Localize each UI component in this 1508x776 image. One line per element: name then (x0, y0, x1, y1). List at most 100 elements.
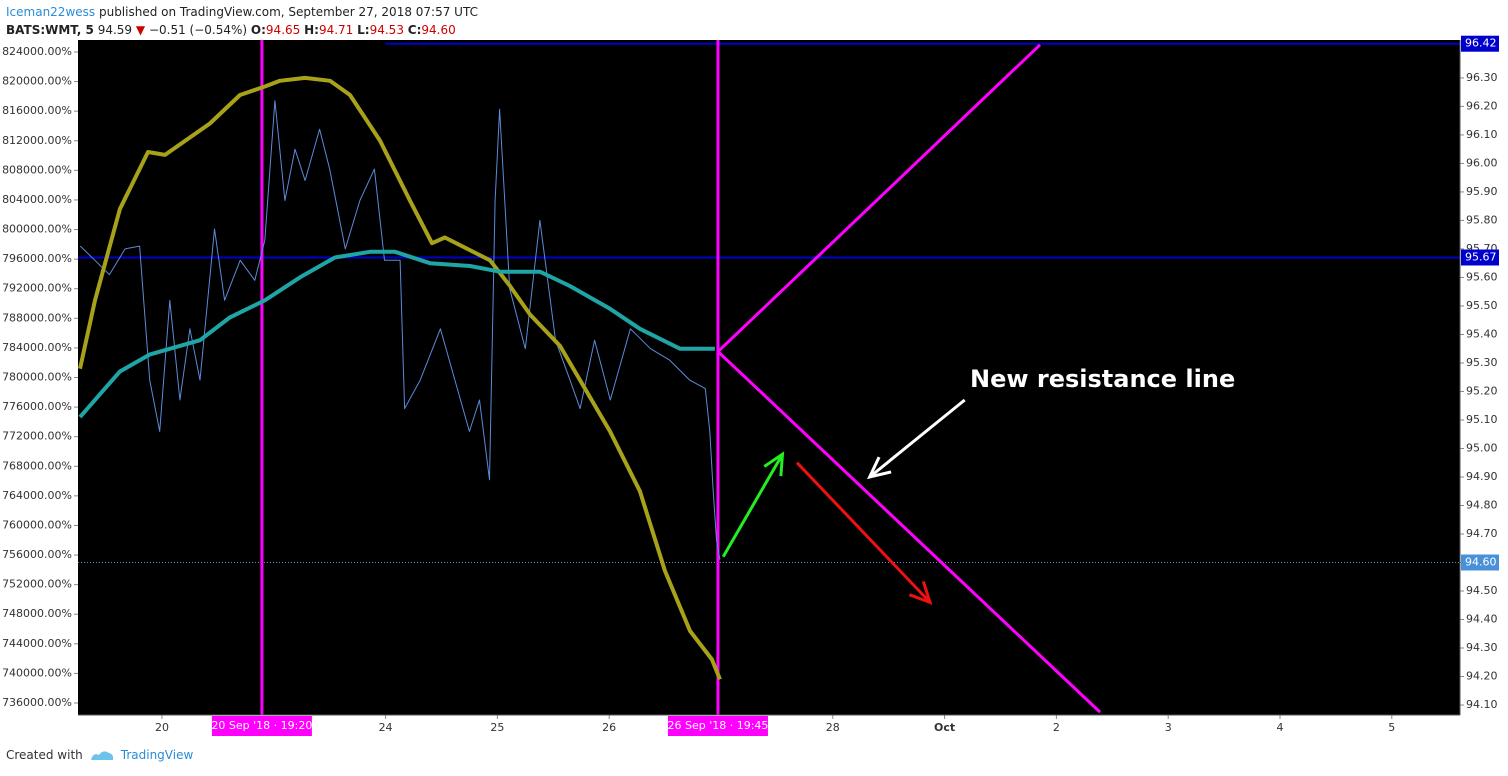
x-tick-label: 5 (1388, 721, 1395, 734)
right-tick-label: 95.40 (1466, 327, 1498, 340)
left-tick-label: 804000.00% (2, 193, 72, 206)
right-tick-label: 95.50 (1466, 299, 1498, 312)
x-tick-label: 2 (1053, 721, 1060, 734)
arrow (721, 453, 784, 558)
left-tick-label: 748000.00% (2, 607, 72, 620)
left-tick-label: 744000.00% (2, 637, 72, 650)
annotation: New resistance line (970, 365, 1235, 393)
high: 94.71 (318, 23, 354, 37)
open: 94.65 (265, 23, 301, 37)
symbol: BATS:WMT, 5 (6, 23, 94, 37)
trend-line (716, 350, 1102, 714)
left-tick-label: 816000.00% (2, 104, 72, 117)
right-tick-label: 94.20 (1466, 670, 1498, 683)
right-tick-label: 94.90 (1466, 470, 1498, 483)
left-tick-label: 808000.00% (2, 163, 72, 176)
left-tick-label: 780000.00% (2, 371, 72, 384)
arrow-head (908, 581, 933, 605)
x-tick-label: 28 (826, 721, 840, 734)
right-tick-label: 94.50 (1466, 584, 1498, 597)
price-badge-label: 96.42 (1465, 37, 1497, 50)
right-tick-label: 94.30 (1466, 641, 1498, 654)
x-tick-label: 4 (1276, 721, 1283, 734)
author[interactable]: Iceman22wess (6, 5, 96, 19)
last: 94.59 (97, 23, 133, 37)
right-tick-label: 94.10 (1466, 698, 1498, 711)
x-tick-label: 20 (155, 721, 169, 734)
footer: Created with TradingView (6, 748, 193, 762)
left-tick-label: 776000.00% (2, 400, 72, 413)
right-tick-label: 96.10 (1466, 128, 1498, 141)
header: Iceman22wess published on TradingView.co… (6, 3, 478, 39)
arrow-head (866, 456, 892, 480)
left-tick-label: 760000.00% (2, 518, 72, 531)
left-tick-label: 740000.00% (2, 666, 72, 679)
arrow: ▼ (135, 23, 146, 37)
left-tick-label: 824000.00% (2, 45, 72, 58)
price-badge (1461, 35, 1499, 52)
l-label: L: (357, 23, 370, 37)
left-tick-label: 820000.00% (2, 75, 72, 88)
price-badge-label: 94.60 (1465, 555, 1497, 568)
low: 94.53 (369, 23, 404, 37)
publish-line: Iceman22wess published on TradingView.co… (6, 3, 478, 21)
brand[interactable]: TradingView (120, 748, 194, 762)
left-tick-label: 756000.00% (2, 548, 72, 561)
right-tick-label: 94.80 (1466, 498, 1498, 511)
x-tick-label: Oct (934, 721, 955, 734)
price-badge-label: 95.67 (1465, 250, 1497, 263)
x-tick-label: 25 (490, 721, 504, 734)
plot-bg (78, 40, 1460, 715)
left-tick-label: 752000.00% (2, 578, 72, 591)
left-tick-label: 764000.00% (2, 489, 72, 502)
price-badge (1461, 249, 1499, 266)
o-label: O: (250, 23, 266, 37)
time-badge (667, 716, 768, 736)
right-tick-label: 96.00 (1466, 156, 1498, 169)
chart: 736000.00% 740000.00% 744000.00% 748000.00%… (2, 35, 1499, 736)
right-tick-label: 95.90 (1466, 185, 1498, 198)
quote-line: BATS:WMT, 5 94.59 ▼ −0.51 (−0.54%) O:94.… (6, 21, 478, 39)
time-badge (211, 716, 312, 736)
h-label: H: (304, 23, 319, 37)
left-tick-label: 772000.00% (2, 430, 72, 443)
left-tick-label: 796000.00% (2, 252, 72, 265)
series-line (78, 75, 722, 681)
arrow (868, 398, 966, 479)
right-tick-label: 95.10 (1466, 413, 1498, 426)
time-badge-label: 26 Sep '18 · 19:45 (667, 719, 768, 732)
right-tick-label: 96.30 (1466, 71, 1498, 84)
left-tick-label: 768000.00% (2, 459, 72, 472)
x-tick-label: 26 (602, 721, 616, 734)
left-tick-label: 792000.00% (2, 282, 72, 295)
logo (90, 751, 113, 760)
time-badge-label: 20 Sep '18 · 19:20 (211, 719, 312, 732)
x-tick-label: 3 (1165, 721, 1172, 734)
right-tick-label: 96.20 (1466, 99, 1498, 112)
left-tick-label: 784000.00% (2, 341, 72, 354)
right-tick-label: 95.20 (1466, 384, 1498, 397)
price-badge (1461, 554, 1499, 571)
created: Created with (6, 748, 83, 762)
close: 94.60 (421, 23, 456, 37)
arrow-head (763, 451, 785, 477)
c-label: C: (407, 23, 422, 37)
series-line (79, 100, 721, 560)
published: published on TradingView.com, September … (98, 5, 478, 19)
right-tick-label: 94.70 (1466, 527, 1498, 540)
left-tick-label: 812000.00% (2, 134, 72, 147)
right-tick-label: 94.40 (1466, 613, 1498, 626)
right-tick-label: 95.30 (1466, 356, 1498, 369)
x-tick-label: 24 (379, 721, 393, 734)
right-tick-label: 95.80 (1466, 213, 1498, 226)
trend-line (716, 43, 1042, 353)
left-tick-label: 800000.00% (2, 223, 72, 236)
left-tick-label: 736000.00% (2, 696, 72, 709)
left-tick-label: 788000.00% (2, 311, 72, 324)
arrow (795, 461, 932, 604)
change: −0.51 (−0.54%) (148, 23, 248, 37)
right-tick-label: 95.60 (1466, 270, 1498, 283)
series-line (78, 249, 715, 419)
right-tick-label: 95.00 (1466, 441, 1498, 454)
